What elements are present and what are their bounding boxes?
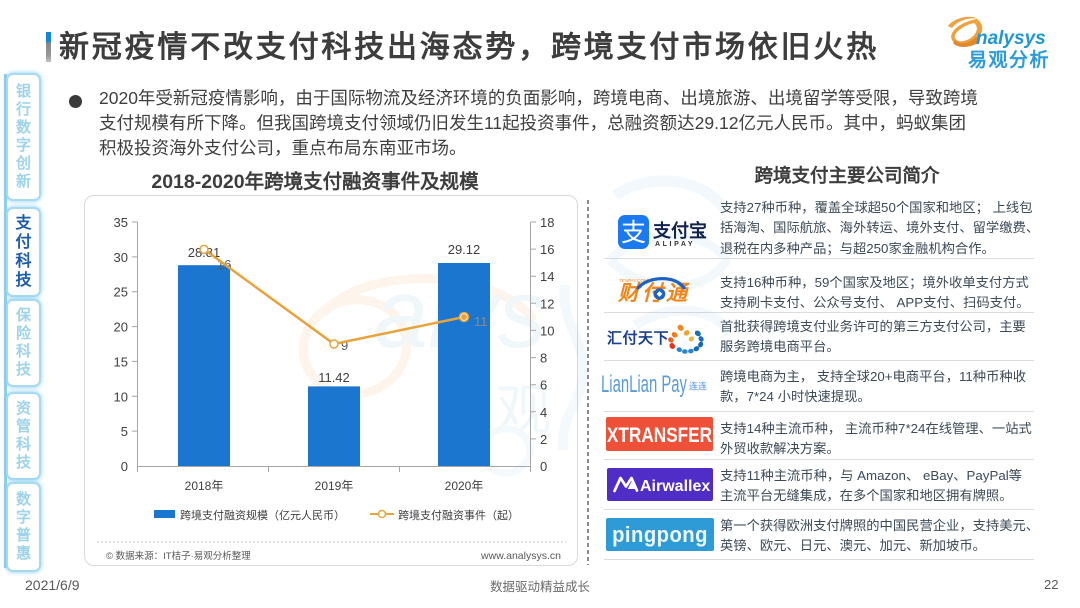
svg-text:10: 10	[114, 389, 128, 404]
svg-text:14: 14	[540, 269, 554, 284]
svg-text:12: 12	[540, 296, 554, 311]
svg-text:0: 0	[121, 459, 128, 474]
svg-text:2: 2	[540, 432, 547, 447]
svg-text:10: 10	[540, 323, 554, 338]
svg-text:2020年: 2020年	[445, 479, 484, 493]
svg-text:pingpong: pingpong	[612, 523, 708, 547]
svg-text:ALIPAY: ALIPAY	[655, 241, 695, 248]
svg-text:TENPAY.COM: TENPAY.COM	[619, 278, 648, 283]
svg-text:0: 0	[540, 459, 547, 474]
svg-text:汇付天下: 汇付天下	[607, 329, 669, 347]
svg-text:20: 20	[114, 320, 128, 335]
svg-text:连连: 连连	[689, 381, 707, 392]
svg-text:9: 9	[341, 338, 348, 353]
svg-text:财付通: 财付通	[618, 281, 690, 305]
svg-text:5: 5	[121, 424, 128, 439]
svg-text:2018年: 2018年	[185, 479, 224, 493]
svg-text:29.12: 29.12	[448, 242, 481, 257]
svg-text:跨境支付融资事件（起）: 跨境支付融资事件（起）	[398, 508, 519, 522]
svg-text:www.analysys.cn: www.analysys.cn	[480, 550, 561, 562]
svg-text:25: 25	[114, 285, 128, 300]
svg-text:11.42: 11.42	[318, 370, 350, 385]
svg-text:nalysys: nalysys	[976, 28, 1046, 49]
svg-text:2019年: 2019年	[315, 479, 354, 493]
svg-text:11: 11	[474, 314, 488, 329]
svg-text:18: 18	[540, 215, 554, 230]
svg-text:支付宝: 支付宝	[652, 220, 707, 241]
svg-text:Airwallex: Airwallex	[640, 478, 710, 495]
svg-text:跨境支付融资规模（亿元人民币）: 跨境支付融资规模（亿元人民币）	[180, 508, 345, 522]
svg-text:8: 8	[540, 351, 547, 366]
svg-text:© 数据来源：IT桔子·易观分析整理: © 数据来源：IT桔子·易观分析整理	[106, 550, 251, 562]
svg-text:XTRANSFER: XTRANSFER	[607, 425, 712, 448]
svg-text:30: 30	[114, 250, 128, 265]
svg-text:易观分析: 易观分析	[968, 48, 1050, 70]
svg-text:支: 支	[621, 219, 646, 247]
svg-text:16: 16	[540, 242, 554, 257]
svg-text:4: 4	[540, 405, 547, 420]
svg-text:6: 6	[540, 378, 547, 393]
svg-text:15: 15	[114, 354, 128, 369]
svg-text:LianLian Pay: LianLian Pay	[601, 372, 687, 398]
svg-text:35: 35	[114, 215, 128, 230]
